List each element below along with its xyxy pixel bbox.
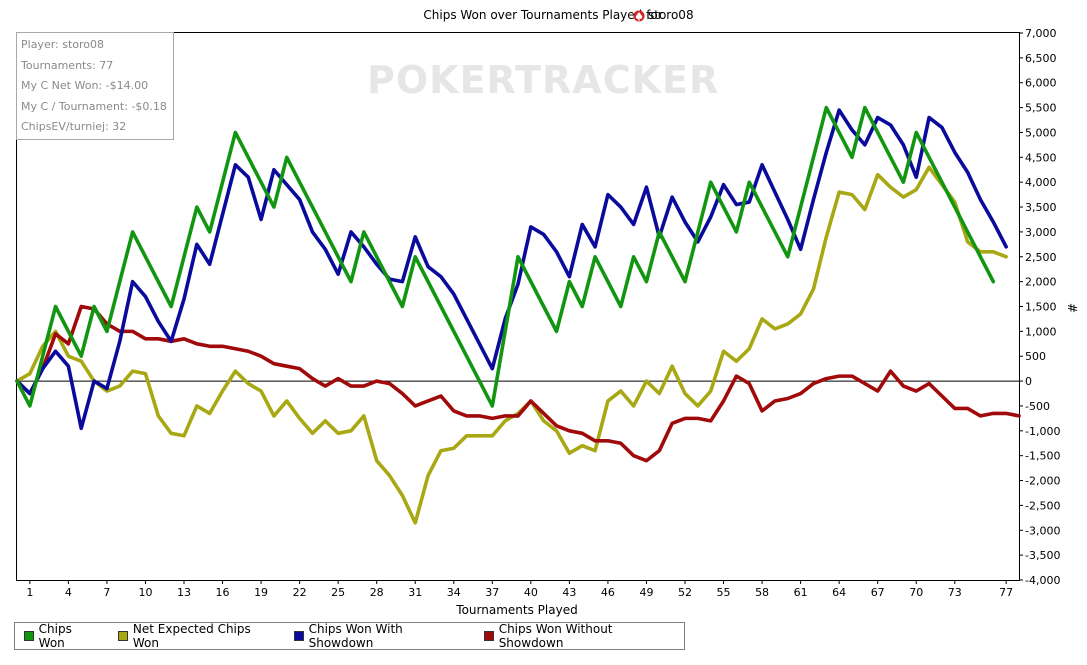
x-tick-label: 25: [331, 586, 345, 599]
x-tick-label: 46: [601, 586, 615, 599]
series-line-chips-won: [15, 105, 996, 408]
chart-title-player: storo08: [648, 8, 694, 22]
info-chips-ev: ChipsEV/turniej: 32: [21, 120, 127, 133]
y-tick-label: 0: [1025, 375, 1032, 388]
info-net-won: My C Net Won: -$14.00: [21, 79, 149, 92]
y-tick-label: -1,000: [1025, 425, 1060, 438]
y-tick-label: 4,000: [1025, 176, 1057, 189]
legend-label: Chips Won Without Showdown: [498, 622, 613, 650]
x-tick-label: 55: [717, 586, 731, 599]
y-tick-label: 3,500: [1025, 201, 1057, 214]
y-tick-label: -3,000: [1025, 524, 1060, 537]
y-tick-label: 5,000: [1025, 126, 1057, 139]
legend-swatch: [24, 631, 34, 641]
legend-label: Chips Won With Showdown: [308, 622, 403, 650]
legend-swatch: [293, 631, 304, 641]
y-tick-label: 3,000: [1025, 226, 1057, 239]
x-tick-label: 4: [65, 586, 72, 599]
spade-icon: [633, 10, 645, 22]
pokertracker-watermark: POKERTRACKER: [367, 58, 720, 102]
x-tick-label: 28: [370, 586, 384, 599]
y-tick-label: 4,500: [1025, 151, 1057, 164]
y-tick-label: -2,500: [1025, 499, 1060, 512]
info-tournaments: Tournaments: 77: [21, 58, 114, 72]
legend: Chips Won Net Expected Chips Won Chips W…: [14, 622, 685, 650]
y-tick-label: -500: [1025, 400, 1050, 413]
x-tick-label: 19: [254, 586, 268, 599]
x-tick-label: 16: [216, 586, 230, 599]
x-tick-label: 31: [408, 586, 422, 599]
x-axis-label: Tournaments Played: [455, 603, 577, 617]
legend-item-chips-won: Chips Won: [24, 622, 99, 650]
y-tick-label: 1,000: [1025, 325, 1057, 338]
info-per-tournament: My C / Tournament: -$0.18: [21, 99, 167, 113]
y-tick-label: -2,000: [1025, 475, 1060, 488]
x-tick-label: 22: [293, 586, 307, 599]
x-tick-label: 10: [138, 586, 152, 599]
x-tick-label: 49: [639, 586, 653, 599]
chart-title: Chips Won over Tournaments Played for: [423, 8, 662, 22]
series-line-net-expected-chips-won: [15, 165, 1008, 525]
y-tick-label: 7,000: [1025, 27, 1057, 40]
legend-swatch: [484, 631, 494, 641]
x-tick-label: 64: [832, 586, 846, 599]
player-info-box: Player: storo08 Tournaments: 77 My C Net…: [16, 32, 174, 140]
legend-item-with-showdown: Chips Won With Showdown: [293, 622, 465, 650]
x-tick-label: 40: [524, 586, 538, 599]
y-tick-label: 1,500: [1025, 301, 1057, 314]
x-tick-label: 61: [794, 586, 808, 599]
x-tick-label: 1: [26, 586, 33, 599]
y-tick-label: 500: [1025, 350, 1046, 363]
legend-item-net-expected: Net Expected Chips Won: [118, 622, 275, 650]
y-tick-label: 6,000: [1025, 77, 1057, 90]
series-line-chips-won-without-showdown: [15, 304, 1021, 463]
x-tick-label: 7: [103, 586, 110, 599]
legend-item-without-showdown: Chips Won Without Showdown: [484, 622, 674, 650]
x-tick-label: 13: [177, 586, 191, 599]
y-tick-label: 6,500: [1025, 52, 1057, 65]
legend-label: Chips Won: [38, 622, 72, 650]
y-tick-label: 2,500: [1025, 251, 1057, 264]
legend-swatch: [118, 631, 128, 641]
x-tick-label: 58: [755, 586, 769, 599]
y-tick-label: 5,500: [1025, 102, 1057, 115]
x-tick-label: 73: [948, 586, 962, 599]
y-tick-label: -1,500: [1025, 450, 1060, 463]
y-tick-label: 2,000: [1025, 276, 1057, 289]
y-axis-label: #: [1065, 303, 1079, 313]
y-tick-label: -4,000: [1025, 574, 1060, 587]
x-tick-label: 34: [447, 586, 461, 599]
x-tick-label: 37: [485, 586, 499, 599]
x-tick-label: 43: [562, 586, 576, 599]
x-tick-label: 70: [909, 586, 923, 599]
legend-label: Net Expected Chips Won: [132, 622, 251, 650]
info-player: Player: storo08: [21, 38, 105, 51]
x-tick-label: 77: [999, 586, 1013, 599]
y-tick-label: -3,500: [1025, 549, 1060, 562]
x-tick-label: 67: [871, 586, 885, 599]
x-tick-label: 52: [678, 586, 692, 599]
